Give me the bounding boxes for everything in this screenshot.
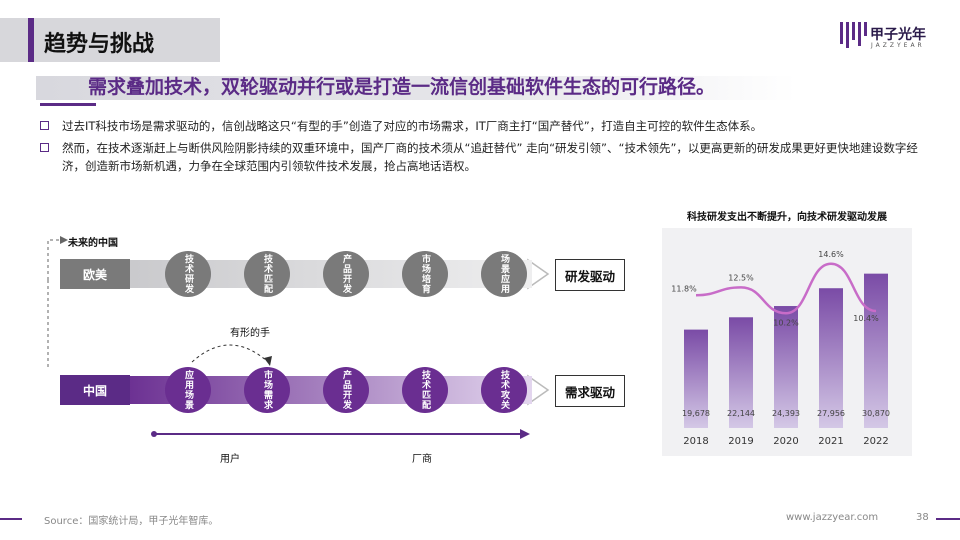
footer-line-left — [0, 518, 22, 520]
bullet-text: 过去IT科技市场是需求驱动的，信创战略这只“有型的手”创造了对应的市场需求，IT… — [62, 119, 763, 133]
series-line — [695, 262, 877, 315]
x-tick-label: 2019 — [728, 436, 753, 447]
x-tick-label: 2018 — [683, 436, 708, 447]
page-title: 趋势与挑战 — [44, 32, 155, 57]
axis-left-label: 用户 — [220, 454, 240, 465]
bullet-text: 然而，在技术逐渐赶上与断供风险阴影持续的双重环境中，国产厂商的技术须从“追赶替代… — [62, 141, 918, 173]
headline-underline — [40, 103, 96, 106]
china-step-1: 应用场景 — [165, 367, 211, 413]
china-end-box: 需求驱动 — [555, 375, 625, 407]
logo-name: 甲子光年 — [870, 27, 926, 43]
title-accent — [28, 18, 34, 62]
logo-icon — [840, 22, 867, 48]
line-value-label: 10.4% — [853, 314, 879, 323]
bullet-square-icon — [40, 121, 49, 130]
source-note: Source：国家统计局，甲子光年智库。 — [44, 516, 219, 527]
bar-value-label: 27,956 — [817, 409, 845, 418]
line-value-label: 11.8% — [671, 284, 697, 293]
china-step-5: 技术攻关 — [481, 367, 527, 413]
west-step-4: 市场培育 — [402, 251, 448, 297]
chart-title: 科技研发支出不断提升，向技术研发驱动发展 — [687, 212, 887, 223]
line-value-label: 12.5% — [728, 273, 754, 282]
china-step-3: 产品开发 — [323, 367, 369, 413]
china-step-2: 市场需求 — [244, 367, 290, 413]
x-tick-label: 2022 — [863, 436, 888, 447]
bullet-square-icon — [40, 143, 49, 152]
logo-subtitle: JAZZYEAR — [871, 42, 925, 49]
west-tag: 欧美 — [60, 259, 130, 289]
headline: 需求叠加技术，双轮驱动并行或是打造一流信创基础软件生态的可行路径。 — [88, 76, 716, 98]
x-tick-label: 2020 — [773, 436, 798, 447]
bar-2021 — [819, 288, 843, 428]
headline-band — [36, 76, 796, 100]
bar-line-chart: 19,678 2018 22,144 2019 24,393 2020 27,956 2021… — [671, 250, 890, 447]
china-tag: 中国 — [60, 375, 130, 405]
bar-2022 — [864, 273, 888, 428]
title-bar — [0, 18, 220, 62]
bar-value-label: 24,393 — [772, 409, 800, 418]
west-step-2: 技术匹配 — [244, 251, 290, 297]
bar-value-label: 19,678 — [682, 409, 710, 418]
line-value-label: 14.6% — [818, 250, 844, 259]
bar-2020 — [774, 306, 798, 428]
china-step-4: 技术匹配 — [402, 367, 448, 413]
bar-2019 — [729, 317, 753, 428]
west-step-5: 场景应用 — [481, 251, 527, 297]
bar-value-label: 30,870 — [862, 409, 890, 418]
west-step-3: 产品开发 — [323, 251, 369, 297]
future-label: 未来的中国 — [68, 238, 118, 249]
bar-2018 — [684, 329, 708, 428]
page-number: 38 — [916, 512, 929, 523]
bar-value-label: 22,144 — [727, 409, 755, 418]
website-link[interactable]: www.jazzyear.com — [786, 512, 879, 523]
visible-hand-label: 有形的手 — [230, 328, 270, 339]
footer-line-right — [936, 518, 960, 520]
axis-right-label: 厂商 — [412, 454, 432, 465]
west-step-1: 技术研发 — [165, 251, 211, 297]
line-value-label: 10.2% — [773, 318, 799, 327]
west-end-box: 研发驱动 — [555, 259, 625, 291]
x-tick-label: 2021 — [818, 436, 843, 447]
